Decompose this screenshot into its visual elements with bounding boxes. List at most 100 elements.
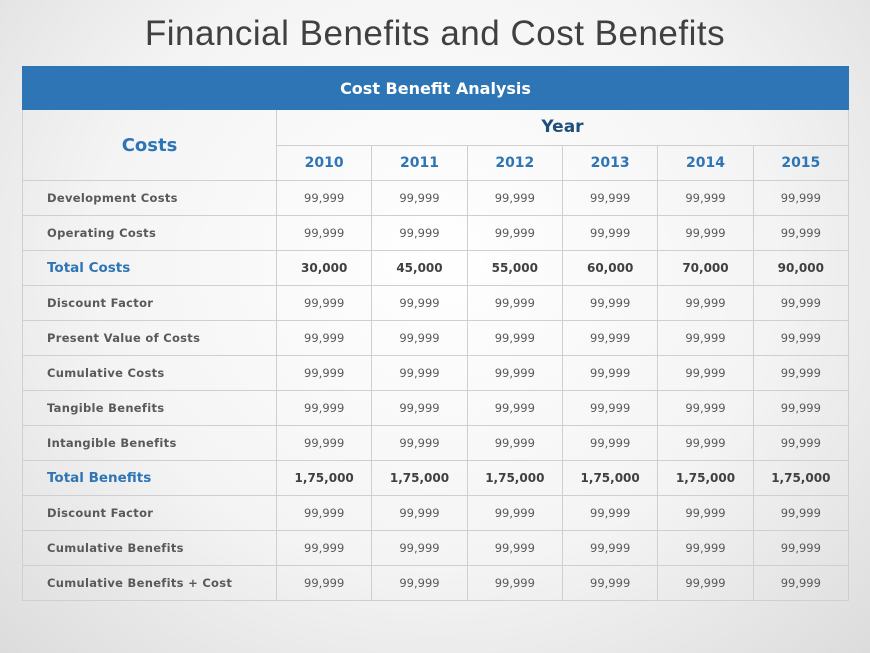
table-cell: 99,999 [371,320,468,356]
table-cell: 99,999 [657,320,754,356]
table-row: Cumulative Benefits + Cost 99,999 99,999 99… [22,565,850,601]
table-cell: 99,999 [561,285,659,321]
table-cell: 99,999 [561,390,659,426]
page-title: Financial Benefits and Cost Benefits [144,14,726,53]
table-cell: 99,999 [752,355,850,391]
row-label: Cumulative Costs [22,355,277,391]
table-cell: 99,999 [466,495,563,531]
table-row: Development Costs 99,999 99,999 99,999 99,99… [22,180,850,216]
row-label: Present Value of Costs [22,320,277,356]
table-row: Present Value of Costs 99,999 99,999 99,999… [22,320,850,356]
table-row: Cumulative Costs 99,999 99,999 99,999 99,999… [22,355,850,391]
years-row: 2010 2011 2012 2013 2014 2015 [23,144,850,181]
year-column-header: 2015 [752,144,850,181]
table-cell: 99,999 [275,565,373,601]
table-cell: 99,999 [275,530,373,566]
table-cell: 99,999 [466,530,563,566]
table-cell: 99,999 [371,390,468,426]
table-cell: 99,999 [371,565,468,601]
table-cell: 99,999 [466,215,563,251]
table-row: Discount Factor 99,999 99,999 99,999 99,999 9… [22,495,850,531]
table-cell: 99,999 [752,285,850,321]
table-cell: 99,999 [561,495,659,531]
row-label: Total Costs [22,250,277,286]
table-cell: 99,999 [371,180,468,216]
table-cell: 60,000 [561,250,659,286]
table-cell: 99,999 [371,215,468,251]
year-column-header: 2013 [561,144,659,181]
table-cell: 99,999 [752,425,850,461]
table-cell: 1,75,000 [561,460,659,496]
row-label: Discount Factor [22,495,277,531]
table-cell: 99,999 [561,180,659,216]
row-label: Development Costs [22,180,277,216]
table-row: Intangible Benefits 99,999 99,999 99,999 99,… [22,425,850,461]
table-cell: 99,999 [466,180,563,216]
table-cell: 99,999 [752,530,850,566]
table-cell: 55,000 [466,250,563,286]
table-cell: 99,999 [561,355,659,391]
table-cell: 99,999 [657,215,754,251]
row-label: Intangible Benefits [22,425,277,461]
table-cell: 1,75,000 [657,460,754,496]
row-label: Cumulative Benefits + Cost [22,565,277,601]
table-row: Operating Costs 99,999 99,999 99,999 99,999 9… [22,215,850,251]
table-cell: 45,000 [371,250,468,286]
year-column-header: 2011 [371,144,468,181]
table-cell: 99,999 [657,495,754,531]
table-cell: 99,999 [466,320,563,356]
table-cell: 99,999 [371,530,468,566]
table-cell: 99,999 [466,425,563,461]
table-cell: 99,999 [371,425,468,461]
row-label: Operating Costs [22,215,277,251]
table-cell: 1,75,000 [371,460,468,496]
table-cell: 99,999 [657,390,754,426]
table-cell: 99,999 [275,180,373,216]
table-cell: 99,999 [466,565,563,601]
table-cell: 99,999 [371,355,468,391]
table-cell: 99,999 [752,180,850,216]
table-cell: 99,999 [657,355,754,391]
table-cell: 99,999 [657,530,754,566]
table-cell: 99,999 [752,320,850,356]
row-label: Cumulative Benefits [22,530,277,566]
table-cell: 1,75,000 [752,460,850,496]
table-cell: 30,000 [275,250,373,286]
table-cell: 99,999 [752,390,850,426]
table-cell: 99,999 [275,425,373,461]
table-cell: 99,999 [561,215,659,251]
table-cell: 99,999 [752,495,850,531]
row-label: Tangible Benefits [22,390,277,426]
table-cell: 1,75,000 [466,460,563,496]
table-cell: 70,000 [657,250,754,286]
table-cell: 1,75,000 [275,460,373,496]
table-cell: 99,999 [466,390,563,426]
table-cell: 99,999 [657,425,754,461]
table-cell: 99,999 [561,320,659,356]
year-header: Year [276,109,849,146]
row-label: Total Benefits [22,460,277,496]
table-cell: 99,999 [466,355,563,391]
table-cell: 99,999 [657,180,754,216]
table-caption: Cost Benefit Analysis [22,66,849,110]
table-cell: 99,999 [561,530,659,566]
costs-header: Costs [22,109,277,181]
table-row: Total Costs 30,000 45,000 55,000 60,000 70,00… [22,250,850,286]
table-row: Total Benefits 1,75,000 1,75,000 1,75,000 1,… [22,460,850,496]
table-cell: 99,999 [561,565,659,601]
year-column-header: 2012 [466,144,563,181]
table-row: Cumulative Benefits 99,999 99,999 99,999 99,… [22,530,850,566]
table-cell: 99,999 [657,565,754,601]
table-cell: 99,999 [371,495,468,531]
table-cell: 99,999 [752,565,850,601]
row-label: Discount Factor [22,285,277,321]
cost-benefit-table: Cost Benefit Analysis Costs Year 2010 201… [22,66,850,601]
table-row: Discount Factor 99,999 99,999 99,999 99,999 9… [22,285,850,321]
table-cell: 99,999 [371,285,468,321]
table-cell: 99,999 [275,215,373,251]
table-row: Tangible Benefits 99,999 99,999 99,999 99,99… [22,390,850,426]
table-cell: 90,000 [752,250,850,286]
table-cell: 99,999 [275,285,373,321]
table-cell: 99,999 [275,355,373,391]
year-column-header: 2014 [657,144,754,181]
